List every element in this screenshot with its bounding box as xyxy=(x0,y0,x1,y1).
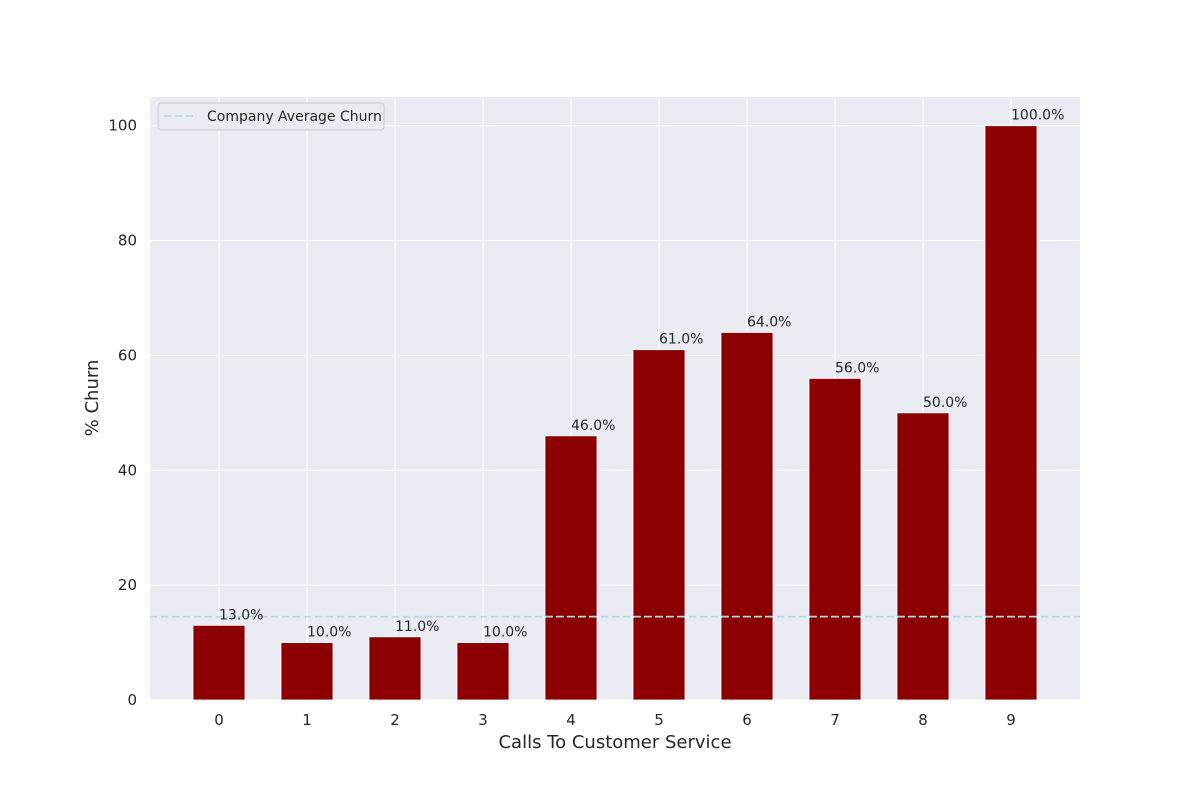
bar xyxy=(456,642,510,701)
bar xyxy=(280,642,334,701)
data-label: 11.0% xyxy=(395,619,439,635)
x-tick-label: 3 xyxy=(478,711,488,729)
bar xyxy=(984,125,1038,701)
x-tick-label: 5 xyxy=(654,711,664,729)
data-label: 61.0% xyxy=(659,332,703,348)
x-tick-labels: 0 1 2 3 4 5 6 7 8 9 xyxy=(214,711,1016,729)
bar xyxy=(896,412,950,701)
bar xyxy=(632,349,686,701)
data-label: 50.0% xyxy=(923,395,967,411)
y-tick-label: 80 xyxy=(118,232,137,250)
x-tick-label: 8 xyxy=(918,711,928,729)
x-tick-label: 6 xyxy=(742,711,752,729)
data-label: 13.0% xyxy=(219,607,263,623)
y-tick-label: 0 xyxy=(127,691,137,709)
y-tick-labels: 0 20 40 60 80 100 xyxy=(108,117,137,709)
y-tick-label: 40 xyxy=(118,461,137,479)
y-tick-label: 100 xyxy=(108,117,137,135)
x-tick-label: 1 xyxy=(302,711,312,729)
x-tick-label: 4 xyxy=(566,711,576,729)
x-tick-label: 0 xyxy=(214,711,224,729)
data-label: 10.0% xyxy=(483,625,527,641)
data-label: 46.0% xyxy=(571,418,615,434)
bar xyxy=(192,624,246,701)
bar xyxy=(808,377,862,701)
legend: Company Average Churn xyxy=(157,102,385,131)
data-labels: 13.0% 10.0% 11.0% 10.0% 46.0% 61.0% 64.0% 56.0%… xyxy=(219,108,1064,641)
x-tick-label: 7 xyxy=(830,711,840,729)
data-label: 100.0% xyxy=(1011,108,1064,124)
data-label: 56.0% xyxy=(835,360,879,376)
x-tick-label: 2 xyxy=(390,711,400,729)
data-label: 64.0% xyxy=(747,314,791,330)
y-tick-label: 60 xyxy=(118,346,137,364)
legend-box xyxy=(157,102,385,131)
bars xyxy=(192,125,1038,701)
y-axis-label: % Churn xyxy=(82,360,103,437)
data-label: 10.0% xyxy=(307,625,351,641)
x-tick-label: 9 xyxy=(1006,711,1016,729)
y-tick-label: 20 xyxy=(118,576,137,594)
x-axis-label: Calls To Customer Service xyxy=(498,732,731,753)
bar xyxy=(544,435,598,701)
bar xyxy=(368,636,422,701)
legend-entry: Company Average Churn xyxy=(207,109,382,125)
bar xyxy=(720,332,774,701)
